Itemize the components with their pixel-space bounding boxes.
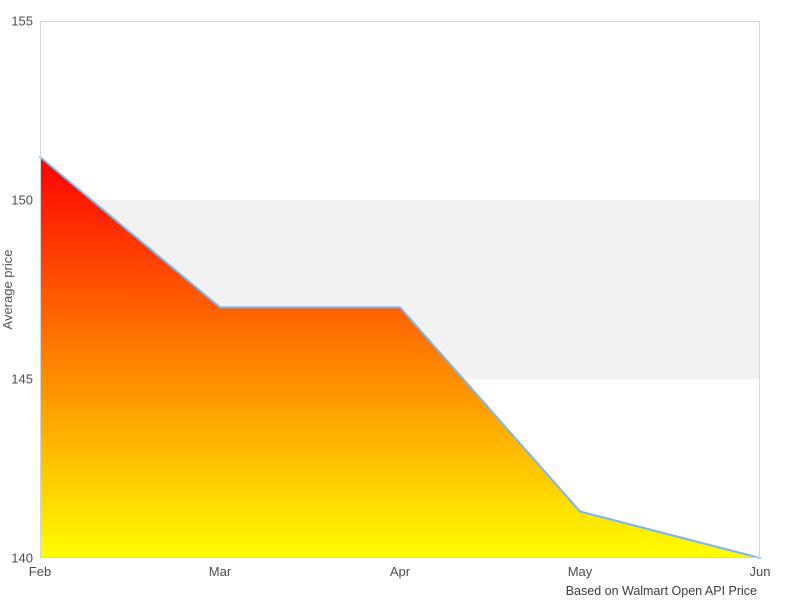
- x-axis-label: Mar: [209, 564, 232, 579]
- y-axis-labels: 140 145 150 155: [11, 14, 33, 566]
- x-axis-labels: Feb Mar Apr May Jun: [29, 564, 771, 579]
- x-axis-label: Feb: [29, 564, 51, 579]
- plot-border: [40, 21, 760, 558]
- series-line[interactable]: [39, 156, 761, 559]
- y-axis-title: Average price: [0, 250, 15, 330]
- credits-text: Based on Walmart Open API Price: [566, 584, 757, 598]
- y-axis-label: 150: [11, 193, 33, 208]
- x-axis-label: Jun: [750, 564, 771, 579]
- x-axis-label: May: [568, 564, 593, 579]
- area-series[interactable]: [40, 157, 760, 559]
- y-axis-label: 140: [11, 551, 33, 566]
- y-axis-label: 145: [11, 372, 33, 387]
- y-axis-label: 155: [11, 14, 33, 29]
- x-axis-label: Apr: [390, 564, 411, 579]
